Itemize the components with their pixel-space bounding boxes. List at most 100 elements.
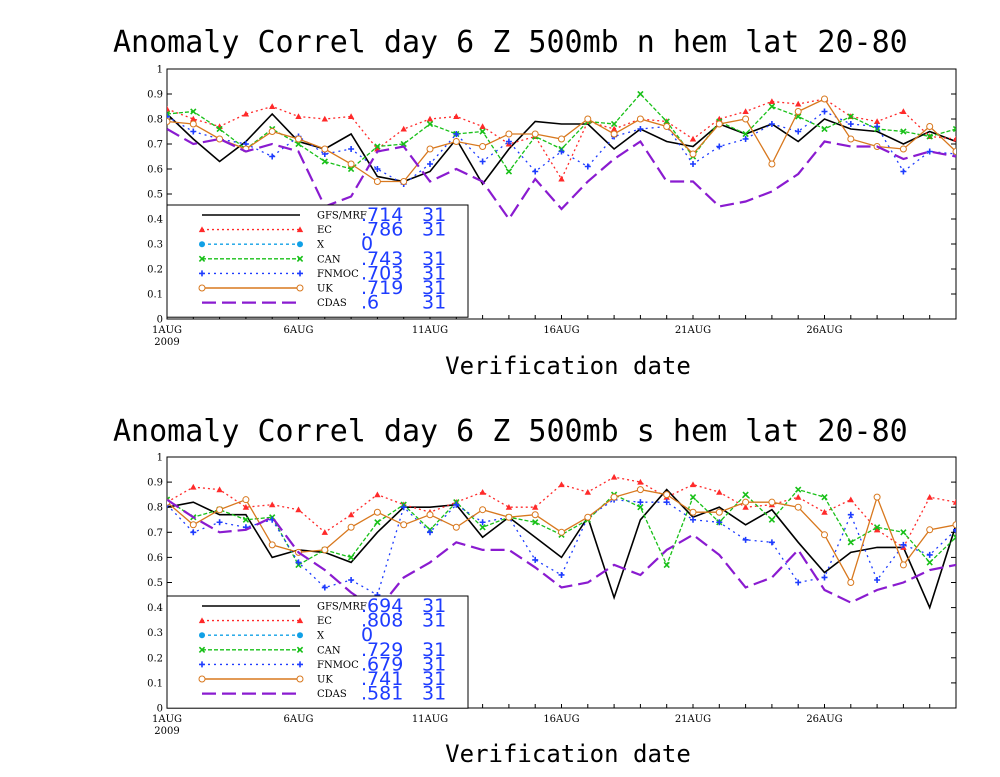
- data-point: [636, 486, 644, 494]
- data-point: [374, 143, 381, 150]
- data-point: [452, 138, 460, 145]
- legend-score: .741: [361, 668, 403, 690]
- x-tick-label: 26AUG: [806, 325, 842, 336]
- data-point: [479, 519, 486, 526]
- data-point: [479, 123, 486, 130]
- series-cdas: [167, 498, 956, 612]
- data-point: [900, 108, 907, 115]
- data-point: [479, 128, 486, 135]
- data-point: [532, 519, 539, 526]
- data-point: [794, 503, 802, 511]
- legend-marker: [297, 632, 303, 639]
- data-point: [479, 158, 486, 165]
- series-fnmoc: [167, 496, 956, 599]
- legend-marker: [296, 284, 304, 292]
- data-point: [505, 138, 512, 145]
- data-point: [689, 135, 697, 142]
- data-point: [716, 488, 723, 495]
- data-point: [952, 521, 956, 529]
- legend-score: .719: [361, 277, 403, 299]
- data-point: [768, 539, 775, 546]
- data-point: [558, 571, 565, 578]
- data-point: [821, 531, 828, 539]
- x-tick-label: 1AUG: [152, 325, 182, 336]
- legend-entry: GFS/MRF.694 31: [202, 595, 446, 617]
- legend-count: 31: [422, 639, 446, 661]
- legend-entry: CAN .743 31: [198, 248, 446, 270]
- data-point: [795, 493, 802, 500]
- y-tick-label: 0.9: [147, 478, 163, 489]
- data-point: [558, 481, 565, 488]
- legend-count: 31: [422, 204, 446, 226]
- legend-label: GFS/MRF: [317, 602, 367, 613]
- data-point: [347, 511, 355, 518]
- data-point: [768, 98, 776, 105]
- data-point: [426, 120, 434, 128]
- legend-label: CDAS: [317, 298, 347, 309]
- data-point: [453, 501, 460, 508]
- data-point: [821, 95, 828, 103]
- legend-marker: [297, 270, 303, 277]
- data-point: [742, 136, 749, 142]
- data-point: [821, 125, 828, 133]
- x-tick-label: 21AUG: [675, 714, 711, 725]
- x-tick-label: 1AUG: [152, 714, 182, 725]
- data-point: [347, 160, 355, 168]
- data-point: [873, 526, 881, 533]
- y-tick-label: 0.3: [147, 240, 163, 251]
- data-point: [400, 178, 408, 185]
- legend-label: X: [317, 240, 325, 251]
- data-point: [374, 491, 381, 498]
- data-point: [637, 504, 644, 511]
- data-point: [874, 576, 881, 583]
- x-axis-label: Verification date: [445, 352, 691, 380]
- legend-marker: [198, 226, 206, 233]
- data-point: [532, 504, 539, 510]
- chart-title: Anomaly Correl day 6 Z 500mb s hem lat 2…: [113, 414, 908, 449]
- x-tick-label: 6AUG: [284, 714, 314, 725]
- data-point: [636, 115, 644, 123]
- y-tick-label: 0: [157, 704, 163, 715]
- data-point: [295, 140, 302, 148]
- x-year-label: 2009: [154, 726, 179, 737]
- data-point: [373, 508, 381, 516]
- data-point: [689, 508, 697, 516]
- data-point: [216, 506, 224, 514]
- data-point: [426, 145, 434, 153]
- legend-count: 31: [422, 262, 446, 284]
- data-point: [926, 526, 934, 534]
- data-point: [637, 90, 644, 98]
- series-ec: [167, 473, 956, 550]
- data-point: [190, 108, 197, 115]
- data-point: [374, 166, 381, 172]
- data-point: [610, 493, 618, 501]
- y-tick-label: 0.2: [147, 265, 163, 276]
- y-tick-label: 0.6: [147, 553, 163, 564]
- data-point: [742, 108, 749, 115]
- series-can: [167, 90, 956, 175]
- legend-count: 31: [422, 653, 446, 675]
- data-point: [321, 546, 329, 554]
- data-point: [347, 165, 355, 173]
- data-point: [348, 576, 355, 583]
- data-point: [768, 103, 776, 110]
- data-point: [505, 130, 513, 138]
- data-point: [821, 108, 828, 115]
- data-point: [873, 118, 881, 125]
- y-tick-label: 0.4: [147, 215, 163, 226]
- data-point: [373, 178, 381, 185]
- chart-panel-1: Anomaly Correl day 6 Z 500mb n hem lat 2…: [113, 25, 957, 380]
- data-point: [453, 113, 460, 120]
- data-point: [768, 516, 776, 523]
- legend-label: CAN: [317, 254, 341, 265]
- data-point: [242, 516, 250, 523]
- x-tick-label: 26AUG: [806, 714, 842, 725]
- data-point: [715, 120, 723, 128]
- x-tick-label: 16AUG: [543, 325, 579, 336]
- data-point: [269, 103, 276, 110]
- legend-entry: CDAS .581 31: [202, 683, 446, 705]
- data-point: [216, 519, 223, 526]
- x-year-label: 2009: [154, 337, 179, 348]
- x-tick-label: 11AUG: [412, 714, 448, 725]
